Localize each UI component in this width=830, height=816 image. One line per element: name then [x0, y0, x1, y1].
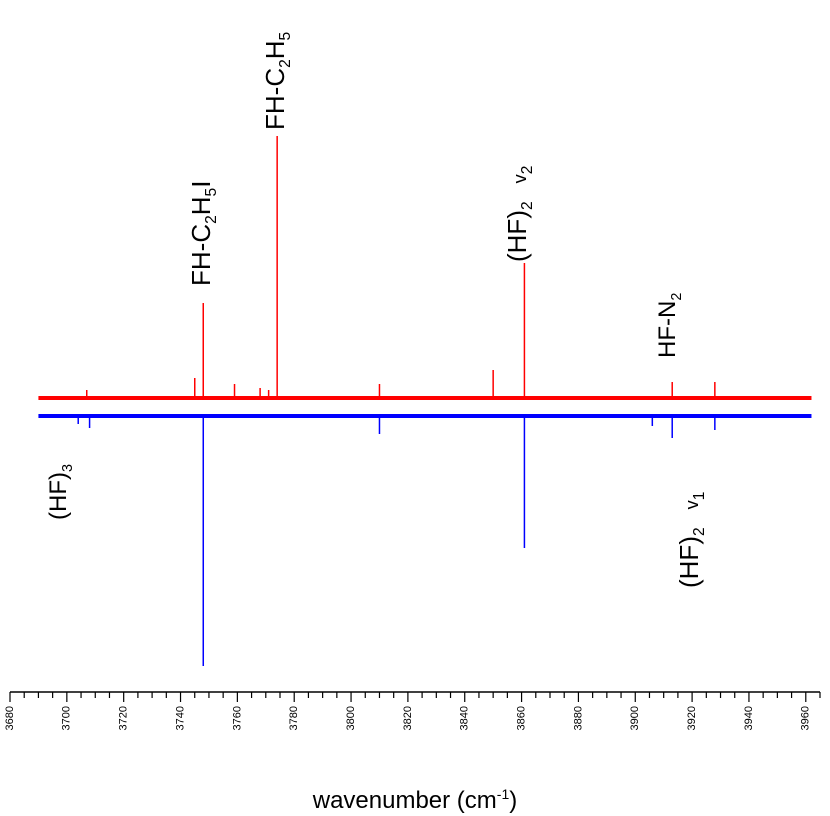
blue-spectrum-series	[38, 414, 812, 666]
x-tick-label: 3820	[402, 706, 414, 730]
x-tick-label: 3920	[686, 706, 698, 730]
x-tick-label: 3840	[459, 706, 471, 730]
peak-label-fh-c2h5: FH-C2H5	[260, 31, 295, 130]
x-tick-label: 3800	[345, 706, 357, 730]
x-tick-label: 3940	[743, 706, 755, 730]
x-tick-label: 3880	[572, 706, 584, 730]
x-tick-label: 3960	[800, 706, 812, 730]
x-tick-label: 3700	[61, 706, 73, 730]
peak-label-fh-c2h5i: FH-C2H5I	[186, 180, 221, 286]
x-tick-label: 3900	[629, 706, 641, 730]
peak-label-hf2-v1: (HF)2v1	[674, 491, 709, 588]
red-spectrum-series	[38, 136, 812, 400]
x-axis: 3680 3700 3720 3740 3760 3780 3800 3820 3840 3860…	[4, 691, 821, 730]
x-tick-label: 3740	[174, 706, 186, 730]
x-tick-label: 3780	[288, 706, 300, 730]
peak-label-hf3: (HF)3	[44, 464, 76, 520]
x-tick-label: 3720	[118, 706, 130, 730]
x-tick-label: 3680	[4, 706, 16, 730]
x-axis-label: wavenumber (cm-1)	[312, 786, 518, 814]
peak-label-hf2-v2: (HF)2v2	[502, 165, 537, 262]
x-tick-label: 3760	[231, 706, 243, 730]
peak-label-hf-n2: HF-N2	[654, 292, 685, 358]
x-tick-label: 3860	[515, 706, 527, 730]
